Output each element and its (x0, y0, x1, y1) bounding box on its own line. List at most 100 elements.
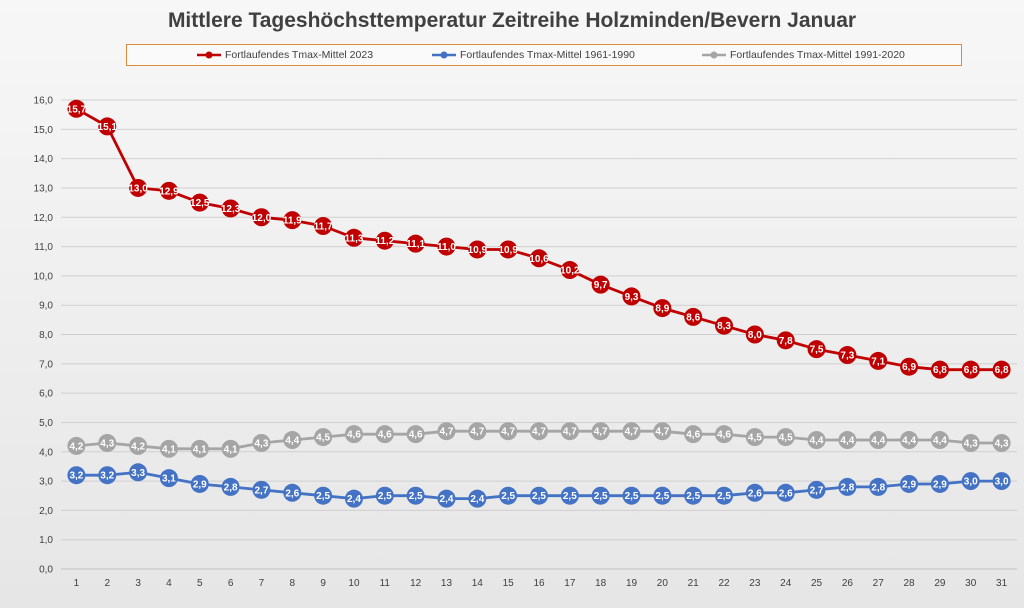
data-point (992, 472, 1011, 491)
data-point (869, 431, 888, 450)
data-label: 4,7 (594, 427, 608, 438)
data-point (930, 360, 949, 379)
y-tick-label: 9,0 (39, 301, 53, 312)
y-tick-label: 16,0 (34, 96, 54, 107)
x-tick-label: 30 (965, 578, 977, 589)
data-label: 4,4 (810, 436, 824, 447)
data-label: 6,8 (995, 365, 1009, 376)
data-point (190, 193, 209, 212)
x-tick-label: 28 (904, 578, 916, 589)
y-tick-label: 11,0 (34, 242, 53, 253)
data-point (807, 480, 826, 499)
y-tick-label: 5,0 (39, 418, 53, 429)
x-tick-label: 4 (166, 578, 172, 589)
data-label: 4,7 (625, 427, 639, 438)
data-point (930, 474, 949, 493)
data-label: 9,7 (594, 280, 608, 291)
data-point (437, 489, 456, 508)
data-point (776, 483, 795, 502)
data-label: 2,5 (316, 491, 330, 502)
data-point (314, 217, 333, 236)
x-tick-label: 17 (564, 578, 576, 589)
data-point (67, 436, 86, 455)
data-label: 11,9 (283, 216, 302, 227)
x-tick-label: 22 (718, 578, 730, 589)
data-label: 2,5 (594, 491, 608, 502)
data-label: 4,1 (162, 444, 176, 455)
legend-item-1991-2020: Fortlaufendes Tmax-Mittel 1991-2020 (702, 45, 905, 65)
data-label: 15,1 (98, 122, 118, 133)
data-label: 7,5 (810, 345, 824, 356)
data-point (252, 480, 271, 499)
data-label: 4,1 (193, 444, 207, 455)
data-label: 3,1 (162, 474, 176, 485)
data-label: 2,5 (501, 491, 515, 502)
data-point (653, 486, 672, 505)
data-point (961, 360, 980, 379)
data-point (745, 325, 764, 344)
data-point (344, 228, 363, 247)
data-point (129, 178, 148, 197)
data-point (406, 425, 425, 444)
data-label: 11,2 (375, 236, 394, 247)
data-point (591, 486, 610, 505)
x-tick-label: 31 (996, 578, 1008, 589)
data-point (221, 477, 240, 496)
data-point (745, 483, 764, 502)
x-tick-label: 7 (259, 578, 265, 589)
data-point (499, 240, 518, 259)
data-point (129, 463, 148, 482)
y-tick-label: 3,0 (39, 477, 53, 488)
data-point (375, 231, 394, 250)
data-label: 4,3 (964, 438, 978, 449)
data-label: 3,2 (69, 471, 83, 482)
data-label: 2,5 (532, 491, 546, 502)
data-point (221, 439, 240, 458)
data-point (992, 433, 1011, 452)
x-tick-label: 2 (104, 578, 110, 589)
data-label: 2,4 (347, 494, 361, 505)
data-point (961, 472, 980, 491)
data-point (344, 425, 363, 444)
data-label: 12,9 (159, 186, 179, 197)
x-tick-label: 14 (472, 578, 484, 589)
data-point (190, 439, 209, 458)
data-label: 11,1 (406, 239, 425, 250)
legend-marker-1961-1990 (432, 51, 456, 59)
y-tick-label: 7,0 (39, 359, 53, 370)
data-label: 4,6 (347, 430, 361, 441)
data-point (468, 240, 487, 259)
data-label: 4,3 (100, 438, 114, 449)
data-label: 15,7 (67, 104, 87, 115)
data-label: 4,6 (409, 430, 423, 441)
data-label: 4,7 (563, 427, 577, 438)
data-label: 4,1 (224, 444, 238, 455)
data-label: 2,5 (409, 491, 423, 502)
data-point (715, 425, 734, 444)
data-label: 2,5 (378, 491, 392, 502)
data-point (961, 433, 980, 452)
data-point (252, 433, 271, 452)
data-point (499, 486, 518, 505)
data-point (406, 234, 425, 253)
data-point (67, 99, 86, 118)
data-point (437, 422, 456, 441)
x-tick-label: 9 (320, 578, 326, 589)
legend-marker-1991-2020 (702, 51, 726, 59)
data-label: 7,3 (840, 351, 854, 362)
data-point (530, 422, 548, 441)
data-point (930, 431, 949, 450)
data-label: 12,3 (221, 204, 241, 215)
data-label: 4,3 (254, 438, 268, 449)
data-point (776, 428, 795, 447)
data-point (900, 474, 919, 493)
data-point (283, 431, 302, 450)
x-tick-label: 25 (811, 578, 823, 589)
data-label: 4,4 (871, 436, 885, 447)
data-point (900, 431, 919, 450)
x-tick-label: 23 (749, 578, 761, 589)
data-point (314, 428, 333, 447)
data-point (375, 486, 394, 505)
